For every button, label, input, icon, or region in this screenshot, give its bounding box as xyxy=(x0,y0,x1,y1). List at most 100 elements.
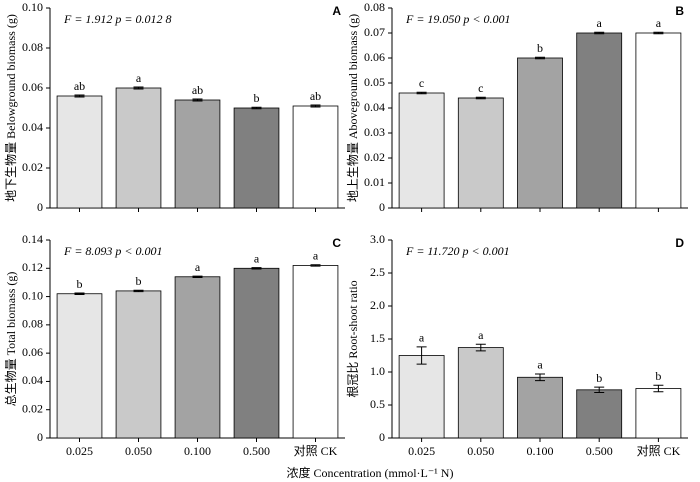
y-tick-label: 0.06 xyxy=(364,50,385,64)
significance-letter: b xyxy=(254,91,260,105)
stat-text: F = 1.912 p = 0.012 8 xyxy=(63,12,172,26)
error-bar xyxy=(535,373,545,382)
bar xyxy=(292,105,339,209)
bar xyxy=(174,276,221,439)
y-tick-label: 0.5 xyxy=(370,397,385,411)
error-bar xyxy=(133,289,144,293)
error-bar xyxy=(594,386,605,393)
bar xyxy=(457,97,504,209)
significance-letter: a xyxy=(313,249,319,263)
significance-letter: a xyxy=(478,328,484,342)
error-bar xyxy=(416,346,427,365)
y-tick-label: 0.10 xyxy=(22,288,43,302)
bar xyxy=(115,87,162,209)
error-bar xyxy=(310,104,321,108)
y-tick-label: 2.0 xyxy=(370,298,385,312)
bar xyxy=(174,99,221,209)
error-bar xyxy=(74,94,85,98)
error-bar xyxy=(251,267,262,270)
significance-letter: a xyxy=(195,260,201,274)
bar xyxy=(398,355,445,439)
significance-letter: a xyxy=(136,71,142,85)
significance-letter: b xyxy=(655,369,661,383)
error-bar xyxy=(192,275,203,278)
y-tick-label: 0 xyxy=(379,430,385,444)
bar xyxy=(635,388,682,439)
significance-letter: c xyxy=(419,76,424,90)
significance-letter: b xyxy=(596,371,602,385)
significance-letter: b xyxy=(77,277,83,291)
x-tick-label: 0.100 xyxy=(184,444,211,458)
bar xyxy=(457,347,504,439)
y-tick-label: 0.04 xyxy=(22,120,43,134)
bar xyxy=(517,376,563,439)
significance-letter: c xyxy=(478,81,483,95)
significance-letter: ab xyxy=(74,79,85,93)
y-tick-label: 0.10 xyxy=(22,0,43,14)
y-tick-label: 0.08 xyxy=(22,40,43,54)
panel-letter: B xyxy=(675,4,684,18)
stat-text: F = 19.050 p < 0.001 xyxy=(405,12,511,26)
error-bar xyxy=(535,56,545,60)
bar xyxy=(517,57,563,209)
x-axis-label: 浓度 Concentration (mmol·L⁻¹ N) xyxy=(287,465,454,480)
x-tick-label: 0.050 xyxy=(125,444,152,458)
x-tick-label: 0.025 xyxy=(408,444,435,458)
y-tick-label: 0.05 xyxy=(364,75,385,89)
bar xyxy=(576,32,623,209)
bar xyxy=(115,290,162,439)
y-axis-label: 根冠比 Root-shoot ratio xyxy=(346,280,360,397)
error-bar xyxy=(475,343,486,352)
y-tick-label: 0.01 xyxy=(364,175,385,189)
panel-letter: A xyxy=(332,4,341,18)
error-bar xyxy=(416,91,427,95)
x-tick-label: 0.500 xyxy=(586,444,613,458)
bar xyxy=(233,267,280,439)
significance-letter: a xyxy=(537,358,543,372)
x-tick-label: 0.025 xyxy=(66,444,93,458)
error-bar xyxy=(251,106,262,110)
error-bar xyxy=(475,96,486,100)
y-axis-label: 地下生物量 Belowground biomass (g) xyxy=(4,14,18,202)
error-bar xyxy=(653,384,664,393)
panel-letter: D xyxy=(675,236,684,250)
significance-letter: ab xyxy=(310,89,321,103)
y-tick-label: 0.12 xyxy=(22,260,43,274)
significance-letter: a xyxy=(254,251,260,265)
x-tick-label: 对照 CK xyxy=(637,444,681,458)
y-tick-label: 0.03 xyxy=(364,125,385,139)
y-tick-label: 0.04 xyxy=(22,373,43,387)
bar xyxy=(398,92,445,209)
bar xyxy=(576,389,623,439)
y-tick-label: 1.5 xyxy=(370,331,385,345)
bar xyxy=(56,95,103,209)
error-bar xyxy=(310,264,321,267)
error-bar xyxy=(192,98,203,102)
x-tick-label: 0.050 xyxy=(467,444,494,458)
y-tick-label: 0 xyxy=(37,200,43,214)
significance-letter: b xyxy=(537,41,543,55)
y-tick-label: 0.02 xyxy=(22,401,43,415)
error-bar xyxy=(653,31,664,35)
stat-text: F = 11.720 p < 0.001 xyxy=(405,244,510,258)
error-bar xyxy=(133,86,144,90)
bar xyxy=(292,265,339,439)
y-tick-label: 0.06 xyxy=(22,345,43,359)
significance-letter: a xyxy=(419,331,425,345)
bar xyxy=(635,32,682,209)
bar xyxy=(233,107,280,209)
significance-letter: b xyxy=(136,274,142,288)
error-bar xyxy=(594,31,605,35)
x-tick-label: 对照 CK xyxy=(294,444,338,458)
stat-text: F = 8.093 p < 0.001 xyxy=(63,244,163,258)
significance-letter: ab xyxy=(192,83,203,97)
y-tick-label: 0.14 xyxy=(22,232,43,246)
bar xyxy=(56,293,103,439)
panel-letter: C xyxy=(332,236,341,250)
y-tick-label: 3.0 xyxy=(370,232,385,246)
y-tick-label: 0.08 xyxy=(364,0,385,14)
y-tick-label: 0.06 xyxy=(22,80,43,94)
y-tick-label: 0.02 xyxy=(364,150,385,164)
y-axis-label: 总生物量 Total biomass (g) xyxy=(4,272,18,407)
significance-letter: a xyxy=(597,16,603,30)
